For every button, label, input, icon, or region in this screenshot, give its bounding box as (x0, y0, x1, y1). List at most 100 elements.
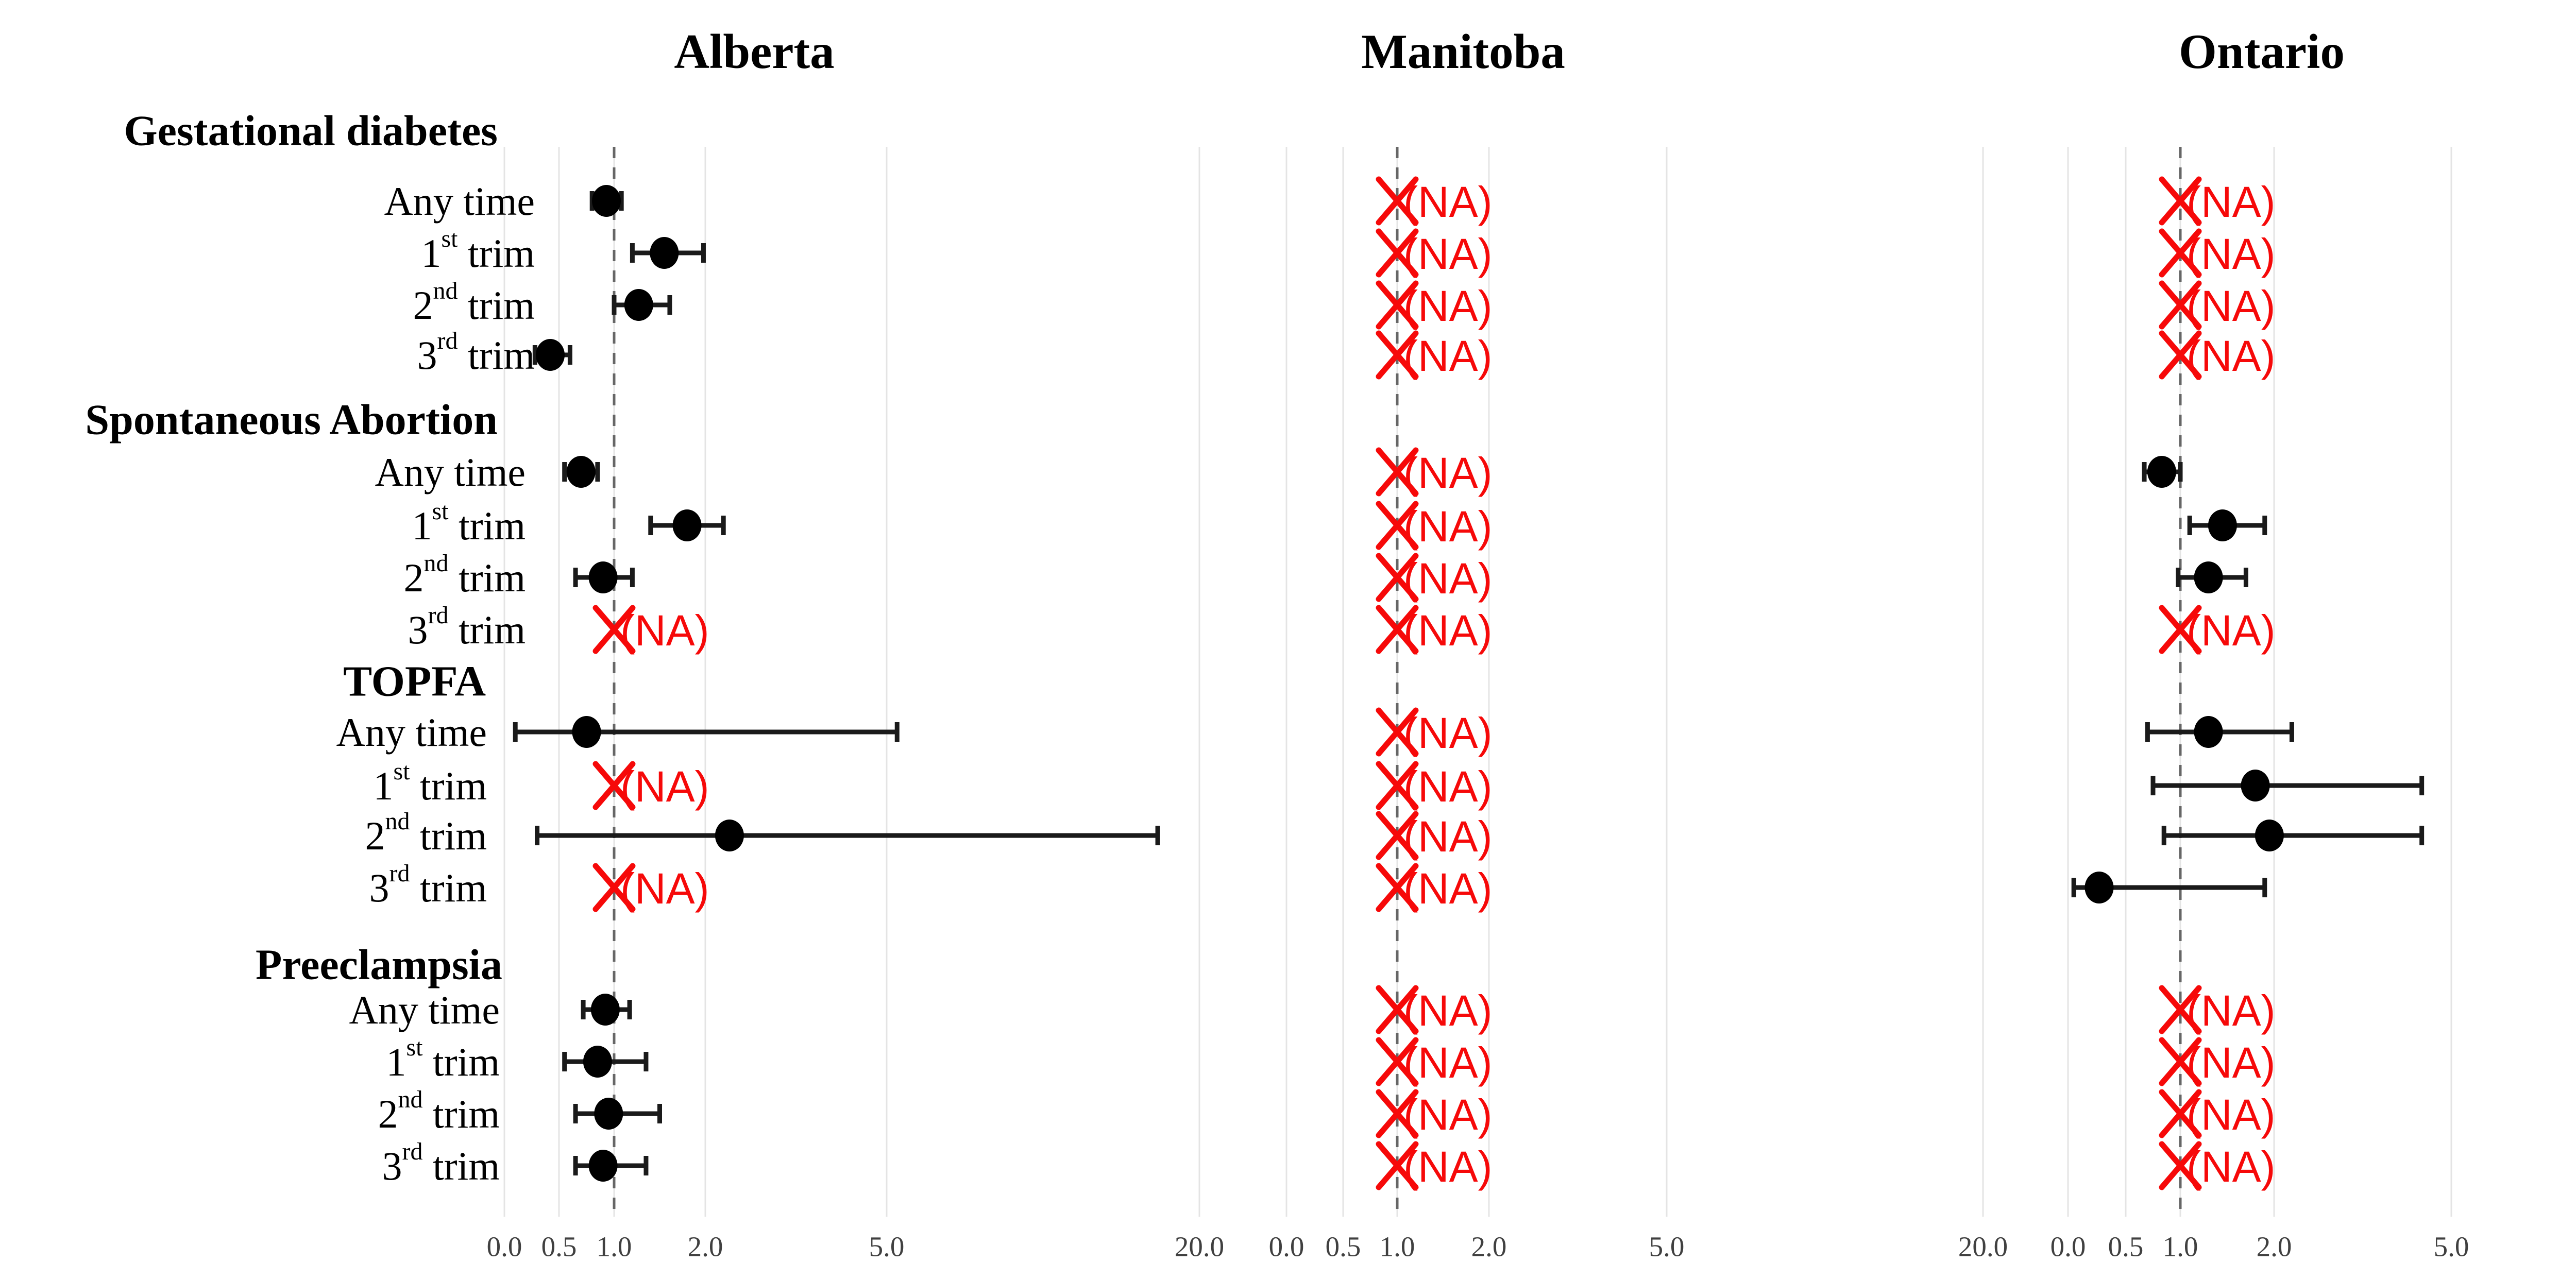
row-label: 1st trim (421, 225, 535, 276)
row-label: 3rd trim (417, 327, 535, 378)
na-cross-icon (1376, 1089, 1419, 1138)
na-label: (NA) (2187, 606, 2276, 655)
na-cross-icon (2159, 280, 2202, 330)
point-estimate (672, 509, 702, 541)
x-tick-label: 0.5 (2108, 1231, 2144, 1263)
na-label: (NA) (2187, 230, 2276, 278)
point-estimate (583, 1046, 612, 1078)
x-tick-label: 5.0 (869, 1231, 905, 1263)
row-label: 2nd trim (378, 1086, 500, 1136)
x-tick-label: 20.0 (1175, 1231, 1224, 1263)
point-estimate (588, 1150, 618, 1182)
point-estimate (592, 185, 621, 217)
row-label: Any time (375, 450, 526, 494)
na-cross-icon (1376, 176, 1419, 226)
x-tick-label: 2.0 (1471, 1231, 1507, 1263)
na-cross-icon (1376, 761, 1419, 810)
row-label-text: 1 (386, 1039, 406, 1084)
row-label: 3rd trim (382, 1138, 500, 1188)
point-estimate (572, 716, 601, 748)
row-label-text: 3 (417, 333, 437, 378)
na-label: (NA) (1403, 606, 1493, 655)
row-label: 2nd trim (365, 808, 487, 858)
x-tick-label: 1.0 (597, 1231, 632, 1263)
point-estimate (624, 289, 653, 321)
row-label-text: Any time (384, 179, 535, 224)
na-label: (NA) (1403, 864, 1493, 913)
row-label-superscript: rd (437, 327, 458, 354)
na-cross-icon (1376, 811, 1419, 860)
point-estimate (2255, 820, 2284, 851)
row-label-text: trim (423, 1039, 500, 1084)
na-label: (NA) (2187, 1142, 2276, 1191)
row-label-superscript: rd (402, 1138, 423, 1165)
row-label-superscript: nd (398, 1086, 423, 1113)
point-estimate (566, 456, 596, 488)
x-tick-label: 20.0 (1958, 1231, 2008, 1263)
na-cross-icon (2159, 1089, 2202, 1138)
na-cross-icon (592, 605, 636, 654)
x-tick-label: 0.5 (541, 1231, 577, 1263)
panel-title: Manitoba (1361, 24, 1565, 79)
row-label: 1st trim (386, 1034, 500, 1084)
row-label-text: 2 (365, 813, 385, 858)
row-label-text: trim (458, 333, 535, 378)
row-label-text: trim (423, 1092, 500, 1136)
na-label: (NA) (1403, 812, 1493, 861)
row-label-text: trim (449, 555, 526, 600)
na-label: (NA) (1403, 554, 1493, 603)
na-label: (NA) (2187, 1038, 2276, 1087)
point-estimate (2084, 872, 2114, 903)
na-label: (NA) (1403, 502, 1493, 551)
row-label: 2nd trim (404, 550, 526, 600)
na-label: (NA) (2187, 178, 2276, 226)
row-label-text: 2 (404, 555, 424, 600)
point-estimate (2194, 561, 2223, 593)
row-label-superscript: st (441, 225, 458, 252)
na-cross-icon (2159, 330, 2202, 380)
na-label: (NA) (1403, 1090, 1493, 1139)
point-estimate (650, 237, 679, 269)
na-cross-icon (1376, 605, 1419, 654)
na-label: (NA) (1403, 282, 1493, 330)
row-label-text: trim (458, 231, 535, 276)
na-cross-icon (592, 761, 636, 810)
row-label-text: trim (449, 503, 526, 548)
point-estimate (2147, 456, 2176, 488)
na-label: (NA) (1403, 1038, 1493, 1087)
na-cross-icon (2159, 1037, 2202, 1086)
row-label: Any time (384, 179, 535, 224)
row-label-text: trim (410, 763, 487, 808)
na-cross-icon (2159, 605, 2202, 654)
na-cross-icon (1376, 863, 1419, 912)
x-tick-label: 1.0 (1380, 1231, 1415, 1263)
row-label: 1st trim (412, 498, 526, 548)
na-cross-icon (1376, 330, 1419, 380)
na-cross-icon (1376, 228, 1419, 278)
row-label: Any time (336, 710, 487, 755)
row-label: 1st trim (373, 758, 487, 808)
na-label: (NA) (2187, 986, 2276, 1035)
row-label-text: 1 (421, 231, 441, 276)
na-cross-icon (1376, 985, 1419, 1034)
row-label-superscript: nd (385, 808, 410, 835)
x-tick-label: 2.0 (2257, 1231, 2292, 1263)
panel-title: Alberta (674, 24, 834, 79)
row-label-superscript: rd (389, 860, 410, 887)
row-label-superscript: st (406, 1034, 423, 1061)
row-label-text: Any time (375, 450, 526, 494)
na-label: (NA) (1403, 986, 1493, 1035)
row-label-text: trim (410, 865, 487, 910)
row-label-text: Any time (349, 987, 500, 1032)
section-heading: TOPFA (343, 658, 486, 706)
point-estimate (715, 820, 744, 851)
row-label: Any time (349, 987, 500, 1032)
x-tick-label: 5.0 (2434, 1231, 2469, 1263)
na-cross-icon (1376, 447, 1419, 497)
row-label-text: 3 (382, 1144, 402, 1188)
na-cross-icon (1376, 1037, 1419, 1086)
na-cross-icon (2159, 1141, 2202, 1190)
na-label: (NA) (2187, 1090, 2276, 1139)
